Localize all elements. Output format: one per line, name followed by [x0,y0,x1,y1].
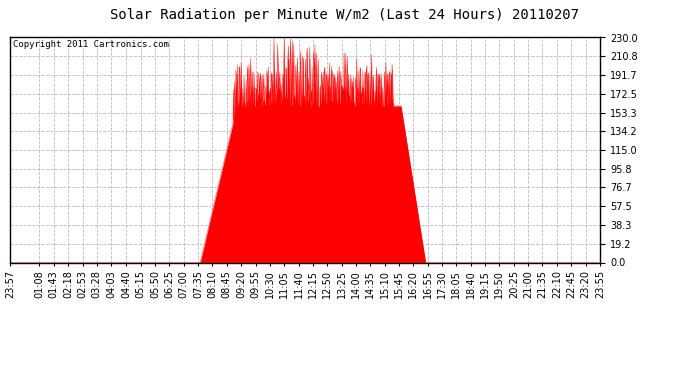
Text: Copyright 2011 Cartronics.com: Copyright 2011 Cartronics.com [13,40,169,49]
Text: Solar Radiation per Minute W/m2 (Last 24 Hours) 20110207: Solar Radiation per Minute W/m2 (Last 24… [110,8,580,21]
